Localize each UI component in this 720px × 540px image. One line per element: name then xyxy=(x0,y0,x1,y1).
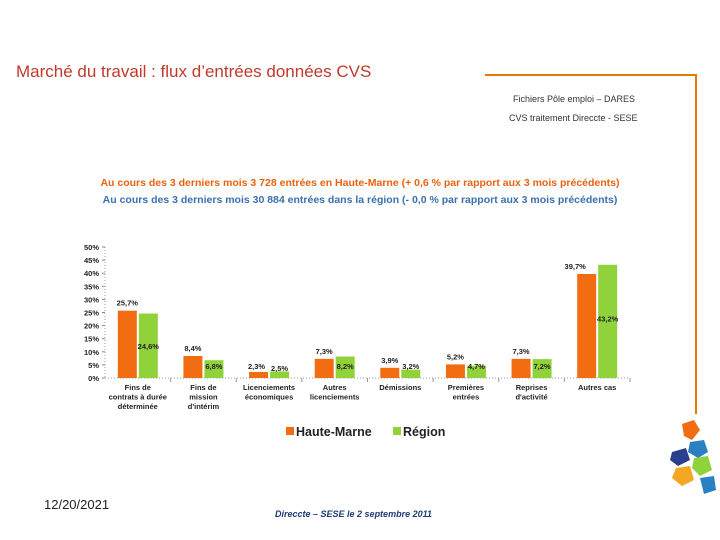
bar-haute-marne xyxy=(314,358,334,378)
x-category-label: Démissions xyxy=(379,383,421,392)
y-tick-label: 35% xyxy=(84,282,99,291)
slide-date: 12/20/2021 xyxy=(44,497,110,512)
region-map-logo xyxy=(670,420,716,494)
legend-swatch-haute-marne xyxy=(286,427,294,435)
data-label-region: 43,2% xyxy=(597,315,619,324)
data-label-haute-marne: 5,2% xyxy=(447,352,464,361)
bar-haute-marne xyxy=(577,273,597,378)
x-category-label: mission xyxy=(189,393,218,402)
x-category-label: Autres xyxy=(323,383,347,392)
y-tick-label: 30% xyxy=(84,295,99,304)
y-tick-label: 25% xyxy=(84,309,99,318)
summary-region: Au cours des 3 derniers mois 30 884 entr… xyxy=(102,194,618,206)
x-category-label: déterminée xyxy=(118,402,158,411)
bar-region xyxy=(270,371,290,378)
chart-bars xyxy=(117,264,618,378)
x-category-label: entrées xyxy=(453,393,480,402)
data-label-region: 4,7% xyxy=(468,362,485,371)
x-category-label: contrats à durée xyxy=(109,393,167,402)
y-tick-label: 0% xyxy=(88,374,99,383)
title-underline xyxy=(485,74,697,76)
bar-haute-marne xyxy=(183,355,203,378)
data-label-haute-marne: 2,3% xyxy=(248,362,265,371)
source-line-2: CVS traitement Direccte - SESE xyxy=(509,113,638,123)
x-category-label: Autres cas xyxy=(578,383,616,392)
page-title: Marché du travail : flux d’entrées donné… xyxy=(16,62,372,81)
bar-region xyxy=(466,365,486,378)
y-tick-label: 50% xyxy=(84,243,99,252)
data-label-haute-marne: 7,3% xyxy=(513,347,530,356)
x-category-label: Licenciements xyxy=(243,383,295,392)
y-tick-label: 10% xyxy=(84,348,99,357)
y-tick-label: 15% xyxy=(84,335,99,344)
data-label-region: 2,5% xyxy=(271,364,288,373)
data-label-region: 8,2% xyxy=(337,362,354,371)
right-border-line xyxy=(695,74,697,414)
x-category-label: d'activité xyxy=(515,393,547,402)
x-category-label: Fins de xyxy=(190,383,216,392)
data-label-haute-marne: 39,7% xyxy=(565,262,587,271)
bar-haute-marne xyxy=(249,371,269,378)
bar-region xyxy=(598,264,618,378)
data-label-haute-marne: 3,9% xyxy=(381,356,398,365)
data-label-haute-marne: 8,4% xyxy=(184,344,201,353)
data-label-haute-marne: 25,7% xyxy=(117,299,139,308)
legend-label-haute-marne: Haute-Marne xyxy=(296,425,372,439)
y-tick-label: 5% xyxy=(88,361,99,370)
y-tick-label: 20% xyxy=(84,322,99,331)
bar-region xyxy=(401,369,421,378)
y-tick-label: 40% xyxy=(84,269,99,278)
data-label-region: 24,6% xyxy=(138,342,160,351)
x-category-label: Premières xyxy=(448,383,484,392)
bar-region xyxy=(138,313,158,378)
x-category-label: Fins de xyxy=(125,383,151,392)
bar-region xyxy=(204,360,224,378)
bar-haute-marne xyxy=(380,367,400,378)
source-line-1: Fichiers Pôle emploi – DARES xyxy=(513,94,636,104)
bar-haute-marne xyxy=(511,358,531,378)
data-label-haute-marne: 7,3% xyxy=(316,347,333,356)
bar-haute-marne xyxy=(445,364,465,378)
y-tick-label: 45% xyxy=(84,256,99,265)
x-category-label: Reprises xyxy=(516,383,548,392)
x-category-label: d'intérim xyxy=(188,402,220,411)
data-label-region: 7,2% xyxy=(534,362,551,371)
legend-swatch-region xyxy=(393,427,401,435)
bar-region xyxy=(335,356,355,378)
summary-haute-marne: Au cours des 3 derniers mois 3 728 entré… xyxy=(100,177,620,189)
data-label-region: 6,8% xyxy=(205,362,222,371)
legend-label-region: Région xyxy=(403,425,445,439)
bar-haute-marne xyxy=(117,310,137,378)
footer-credit: Direccte – SESE le 2 septembre 2011 xyxy=(275,509,432,519)
bar-region xyxy=(532,359,552,378)
data-label-region: 3,2% xyxy=(402,362,419,371)
x-category-label: économiques xyxy=(245,393,293,402)
chart-legend: Haute-Marne Région xyxy=(286,425,445,439)
x-category-label: licenciements xyxy=(310,393,360,402)
